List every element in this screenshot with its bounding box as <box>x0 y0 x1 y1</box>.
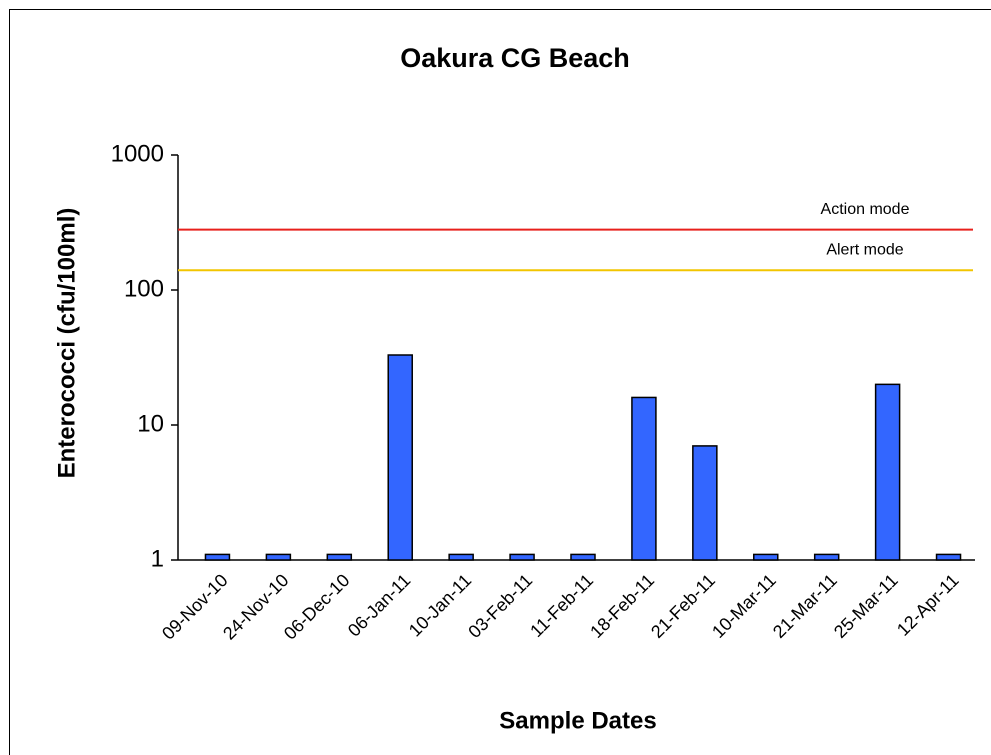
x-tick-label: 10-Mar-11 <box>708 570 780 642</box>
bar <box>692 445 718 561</box>
x-tick-label: 21-Mar-11 <box>769 570 841 642</box>
bar <box>935 553 962 561</box>
reference-label: Alert mode <box>826 241 903 258</box>
x-tick-label: 24-Nov-10 <box>219 570 293 644</box>
bar <box>265 553 292 561</box>
bar <box>813 553 840 561</box>
x-tick-label: 03-Feb-11 <box>464 570 536 642</box>
x-tick-label: 12-Apr-11 <box>893 570 963 640</box>
bar <box>509 553 535 561</box>
y-axis-label: Enterococci (cfu/100ml) <box>53 208 80 479</box>
y-tick-label: 100 <box>124 275 164 302</box>
y-tick-label: 1 <box>151 545 164 572</box>
x-tick-label: 18-Feb-11 <box>586 570 658 642</box>
x-tick-label: 06-Jan-11 <box>344 570 415 641</box>
bar <box>570 553 596 561</box>
bar <box>874 383 901 561</box>
bar <box>448 553 474 561</box>
y-tick-label: 10 <box>137 410 164 437</box>
x-tick-label: 21-Feb-11 <box>647 570 719 642</box>
x-tick-label: 10-Jan-11 <box>405 570 476 641</box>
x-tick-label: 06-Dec-10 <box>280 570 354 644</box>
x-tick-label: 25-Mar-11 <box>830 570 902 642</box>
x-tick-label: 09-Nov-10 <box>158 570 232 644</box>
x-axis-label: Sample Dates <box>499 707 656 734</box>
bar <box>204 553 231 561</box>
x-tick-label: 11-Feb-11 <box>526 570 597 641</box>
bar <box>387 354 413 561</box>
chart-title: Oakura CG Beach <box>400 43 630 73</box>
reference-label: Action mode <box>821 201 910 218</box>
frame <box>9 9 991 755</box>
bar <box>326 553 353 561</box>
bar <box>753 553 779 561</box>
y-tick-label: 1000 <box>111 140 164 167</box>
bar <box>631 396 657 561</box>
